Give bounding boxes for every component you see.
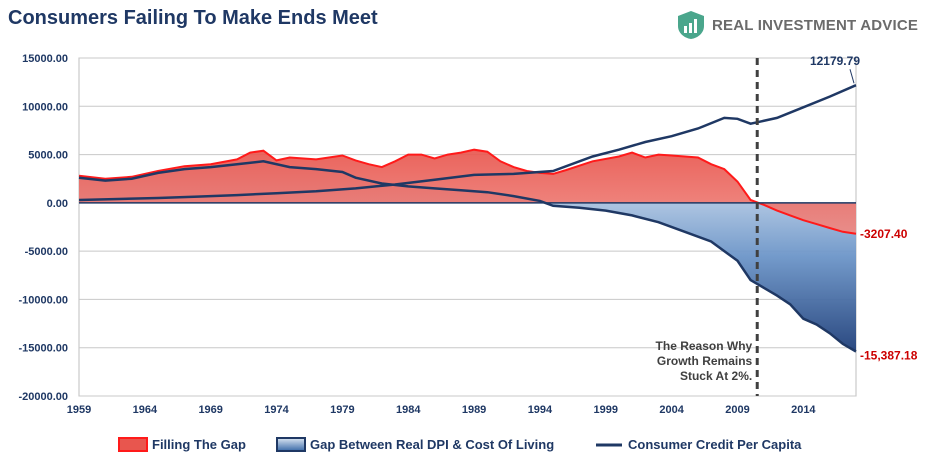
series-lines [78,84,857,353]
x-axis-ticks: 1959 1964 1969 1974 1979 1984 1989 1994 1999 2004… [67,404,817,416]
y-tick-label: 10000.00 [22,101,68,113]
data-label-consumer-credit: 12179.79 [810,54,860,68]
y-tick-label: -15000.00 [18,343,68,355]
x-tick-label: 2009 [725,404,749,416]
x-tick-label: 1999 [594,404,618,416]
legend-label-filling-gap: Filling The Gap [152,437,246,452]
x-tick-label: 1974 [264,404,289,416]
x-tick-label: 1989 [462,404,486,416]
brand-logo: REAL INVESTMENT ADVICE [676,10,922,44]
annotation-line: The Reason Why [656,339,753,353]
x-tick-label: 1994 [528,404,553,416]
y-tick-label: -10000.00 [18,294,68,306]
x-tick-label: 1969 [198,404,222,416]
data-label-filling-gap: -3207.40 [860,227,908,241]
data-label-leader [849,69,855,84]
chart-canvas: 15000.00 10000.00 5000.00 0.00 -5000.00 -1000… [18,53,918,416]
x-tick-label: 1959 [67,404,91,416]
y-tick-label: 0.00 [47,198,68,210]
consumer-credit-line [78,84,857,202]
legend-label-gap-dpi: Gap Between Real DPI & Cost Of Living [310,437,555,452]
x-tick-label: 2004 [659,404,684,416]
y-tick-label: 15000.00 [22,53,68,65]
annotation-line: Growth Remains [657,354,753,368]
filling-gap-outline [78,148,857,235]
gap-dpi-outline [78,160,857,353]
legend-swatch-filling-gap [118,437,148,452]
gap-dpi-area [79,161,856,352]
x-tick-label: 1964 [133,404,158,416]
legend: Filling The Gap Gap Between Real DPI & C… [0,436,928,456]
legend-swatch-consumer-credit [596,443,622,447]
legend-label-consumer-credit: Consumer Credit Per Capita [628,437,802,452]
x-tick-label: 2014 [791,404,816,416]
series-areas [79,149,856,352]
y-tick-label: -20000.00 [18,391,68,403]
brand-shield-icon [678,11,704,39]
annotation-line: Stuck At 2%. [680,369,752,383]
legend-swatch-gap-dpi [276,437,306,452]
data-labels: 12179.79 -3207.40 -15,387.18 [810,54,918,362]
chart-title: Consumers Failing To Make Ends Meet [8,7,378,29]
data-label-gap-dpi: -15,387.18 [860,348,918,362]
y-tick-label: 5000.00 [28,150,68,162]
x-tick-label: 1979 [330,404,354,416]
brand-name: REAL INVESTMENT ADVICE [712,17,919,34]
x-tick-label: 1984 [396,404,421,416]
y-tick-label: -5000.00 [25,246,68,258]
y-axis-ticks: 15000.00 10000.00 5000.00 0.00 -5000.00 -1000… [18,53,68,403]
